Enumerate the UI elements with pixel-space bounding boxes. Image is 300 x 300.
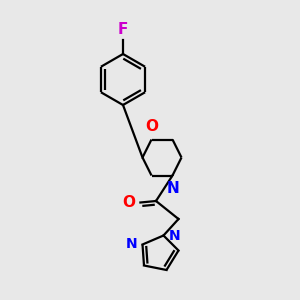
Text: O: O [145, 119, 158, 134]
Text: N: N [166, 181, 179, 196]
Text: O: O [122, 195, 135, 210]
Text: F: F [118, 22, 128, 38]
Text: N: N [125, 238, 137, 251]
Text: N: N [169, 229, 181, 242]
